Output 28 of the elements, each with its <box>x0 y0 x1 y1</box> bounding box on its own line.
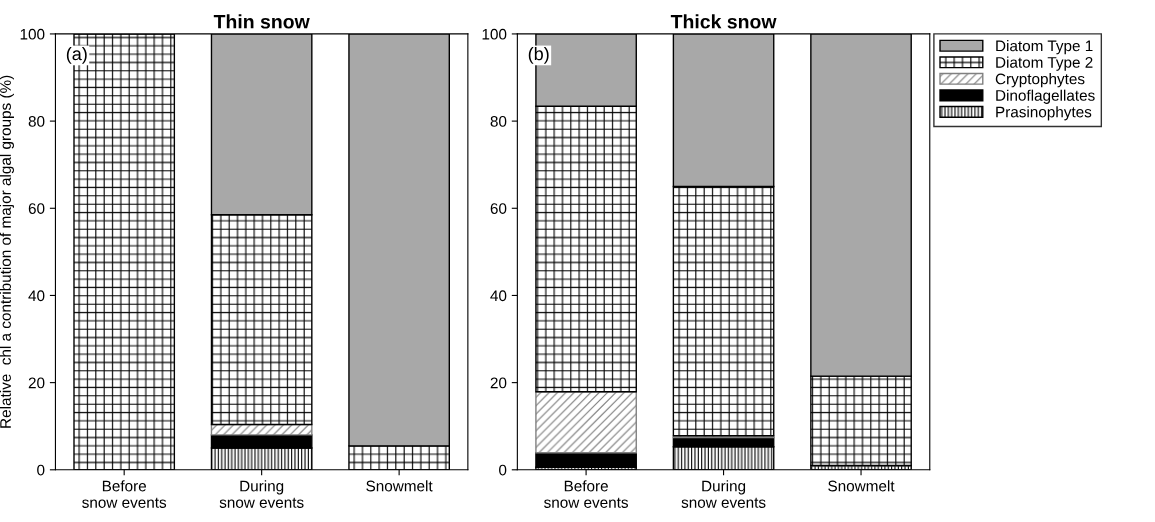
annotation: (a) <box>66 47 87 64</box>
legend-label: Diatom Type 1 <box>996 40 1093 55</box>
y-tick-label: 0 <box>499 464 507 476</box>
y-tick-label: 40 <box>28 290 45 302</box>
x-tick-label: Before snow events <box>82 480 167 508</box>
legend-label: Prasinophytes <box>996 106 1092 121</box>
y-tick-label: 80 <box>490 115 507 127</box>
x-tick-label: Snowmelt <box>366 480 433 492</box>
y-tick-label: 60 <box>28 203 45 214</box>
chart-title: Thin snow <box>213 14 310 29</box>
y-tick-label: 20 <box>28 377 45 389</box>
y-axis-title: Relative chl a contribution of major algal groups (%) <box>0 75 14 428</box>
y-tick-label: 80 <box>28 115 45 127</box>
legend-label: Diatom Type 2 <box>996 56 1093 71</box>
legend-label: Cryptophytes <box>995 73 1085 88</box>
y-tick-label: 100 <box>20 28 45 40</box>
y-tick-label: 100 <box>482 28 507 40</box>
y-tick-label: 0 <box>37 464 45 476</box>
x-tick-label: During snow events <box>681 480 766 508</box>
chart-title: Thick snow <box>670 14 777 29</box>
x-tick-label: During snow events <box>219 480 304 508</box>
y-tick-label: 40 <box>490 290 507 302</box>
x-tick-label: Before snow events <box>544 480 628 508</box>
legend-label: Dinoflagellates <box>996 89 1095 104</box>
x-tick-label: Snowmelt <box>828 480 895 492</box>
y-tick-label: 60 <box>490 203 507 214</box>
y-tick-label: 20 <box>490 377 507 389</box>
annotation: (b) <box>528 47 549 64</box>
